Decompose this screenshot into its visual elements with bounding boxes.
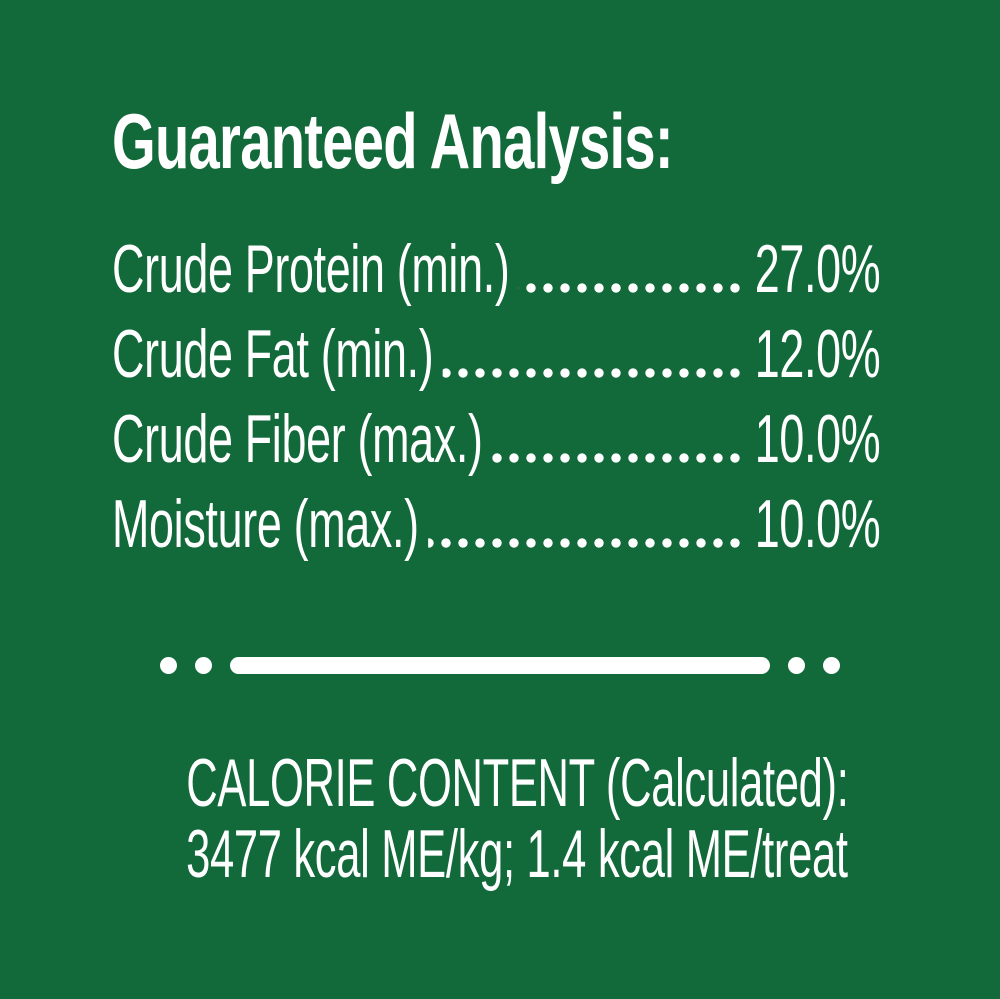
analysis-row-crude-fat: Crude Fat (min.) 12.0% (112, 320, 880, 388)
calorie-values: 3477 kcal ME/kg; 1.4 kcal ME/treat (0, 816, 1000, 892)
analysis-row-crude-protein: Crude Protein (min.) 27.0% (112, 235, 880, 303)
page-title: Guaranteed Analysis: (112, 96, 891, 186)
row-label: Crude Fat (min.) (112, 320, 443, 388)
row-label: Crude Fiber (max.) (112, 405, 492, 473)
calorie-heading-text: CALORIE CONTENT (Calculated): (186, 745, 849, 821)
calorie-heading: CALORIE CONTENT (Calculated): (0, 745, 1000, 821)
dotted-leader (118, 453, 874, 463)
row-value: 10.0% (745, 405, 880, 473)
row-label: Moisture (max.) (112, 490, 428, 558)
dotted-leader (118, 368, 874, 378)
analysis-row-crude-fiber: Crude Fiber (max.) 10.0% (112, 405, 880, 473)
divider-dot (788, 656, 805, 674)
analysis-row-moisture: Moisture (max.) 10.0% (112, 490, 880, 558)
row-value: 27.0% (745, 235, 880, 303)
divider-dot (823, 656, 840, 674)
calorie-content-section: CALORIE CONTENT (Calculated): 3477 kcal … (0, 745, 1000, 892)
page-title-text: Guaranteed Analysis: (112, 97, 674, 185)
row-value: 10.0% (745, 490, 880, 558)
dotted-leader (118, 538, 874, 548)
row-value: 12.0% (745, 320, 880, 388)
row-label: Crude Protein (min.) (112, 235, 519, 303)
divider-dot (160, 656, 177, 674)
calorie-values-text: 3477 kcal ME/kg; 1.4 kcal ME/treat (186, 816, 848, 892)
divider-dot (195, 656, 212, 674)
divider-bar (230, 656, 770, 674)
divider (0, 648, 1000, 682)
